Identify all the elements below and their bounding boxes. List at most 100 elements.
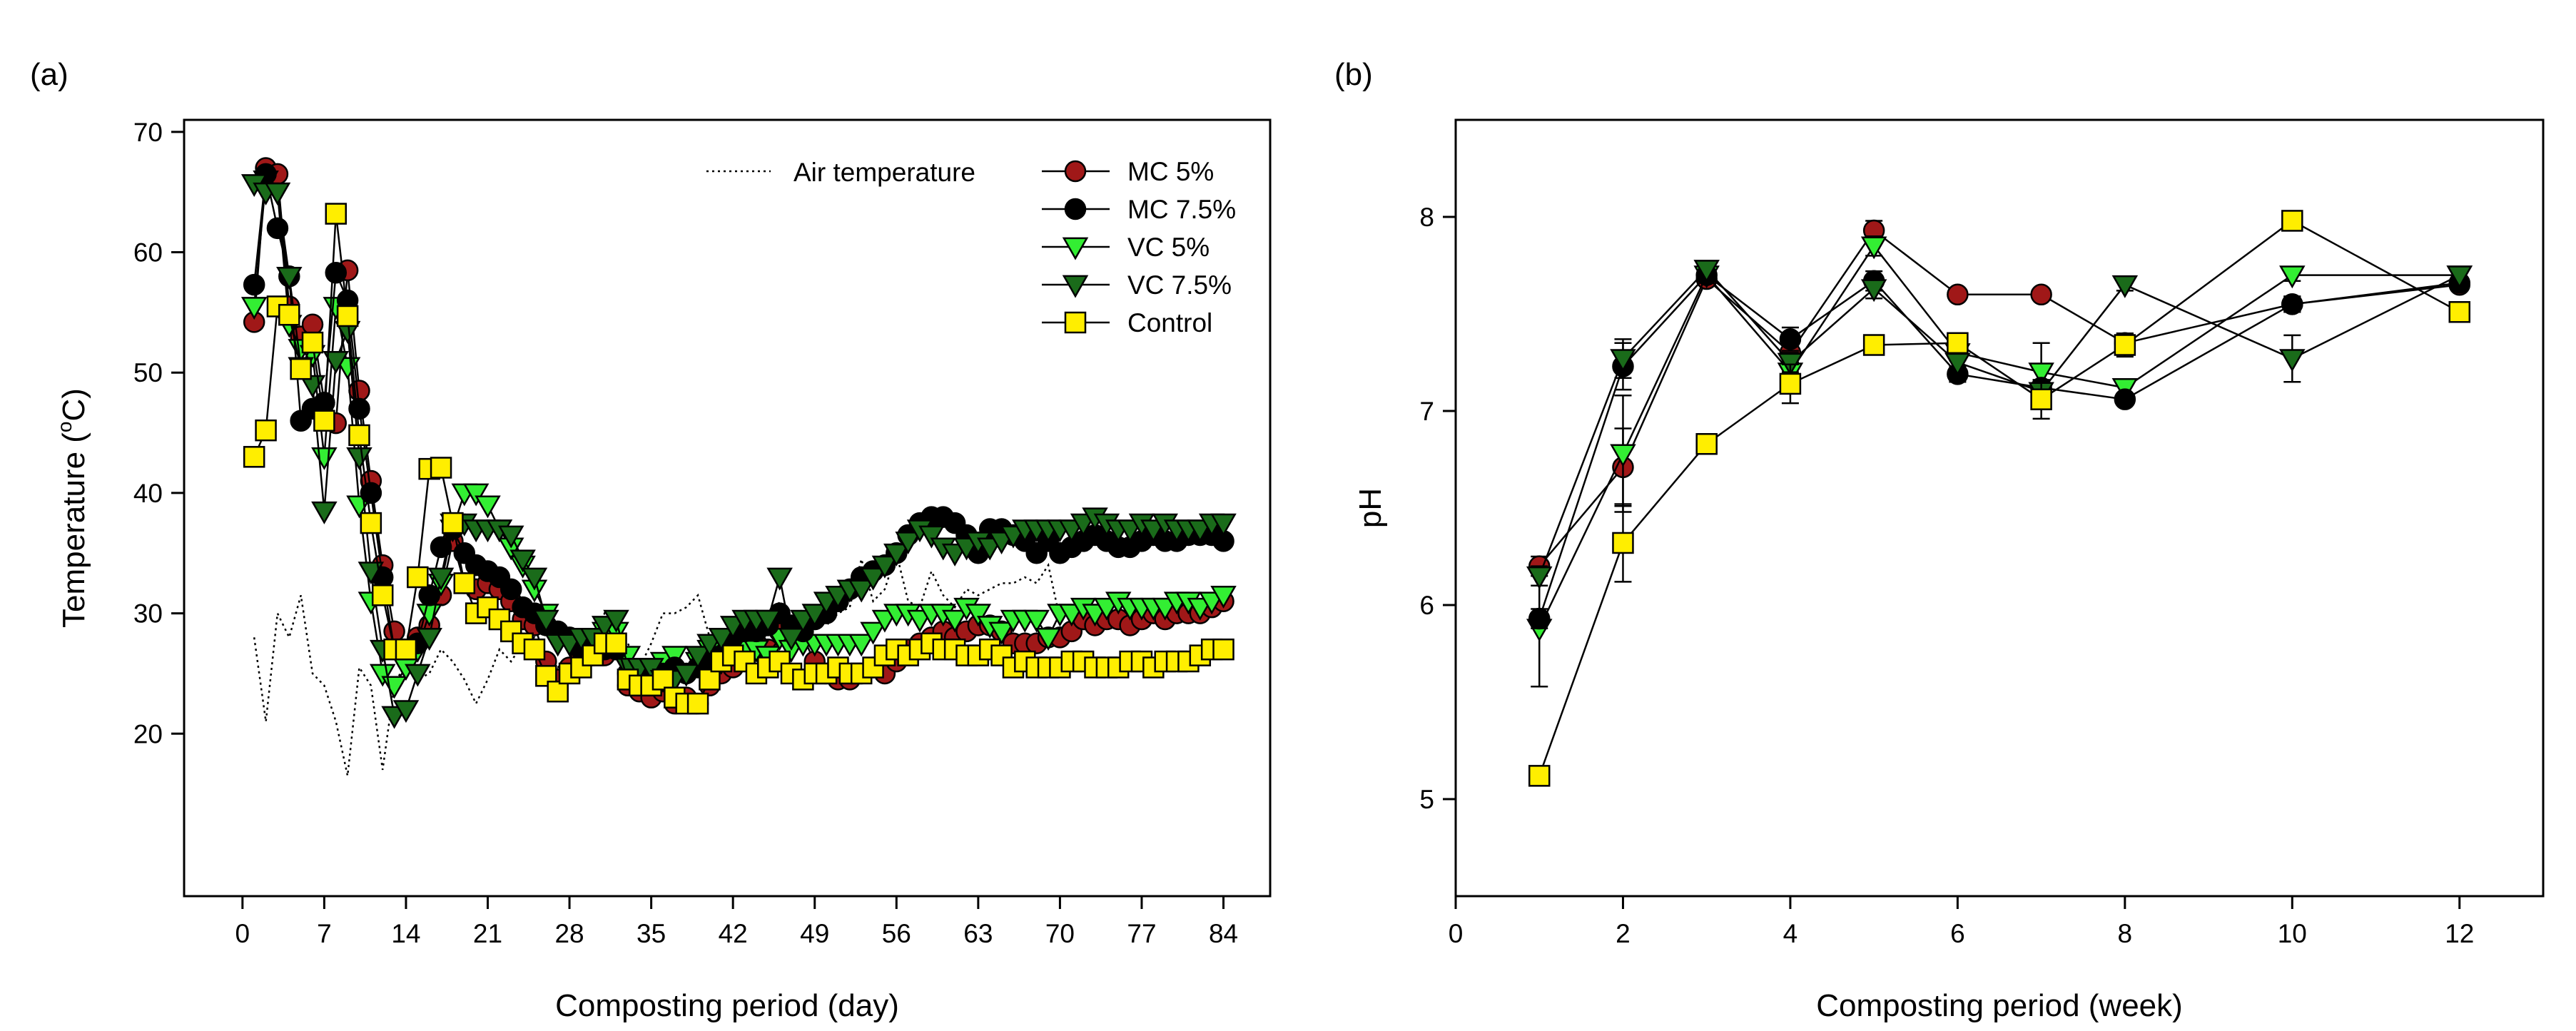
data-point-control xyxy=(2030,388,2052,410)
y-tick-label: 8 xyxy=(1419,203,1434,232)
data-point-vc75 xyxy=(358,562,385,585)
data-point-control xyxy=(651,669,674,691)
x-tick-label: 35 xyxy=(637,919,666,948)
data-point-control xyxy=(2114,334,2136,356)
data-point-vc5 xyxy=(369,664,396,687)
data-point-vc75 xyxy=(311,501,338,524)
data-point-control xyxy=(255,419,277,442)
data-point-mc5 xyxy=(2030,283,2052,306)
data-point-control xyxy=(477,596,499,619)
y-tick-label: 40 xyxy=(133,479,163,508)
data-point-control xyxy=(686,692,709,715)
data-point-control xyxy=(290,357,312,380)
data-point-control xyxy=(1612,532,1634,554)
series-control xyxy=(1528,210,2471,787)
data-point-control xyxy=(699,669,721,691)
data-point-vc75 xyxy=(427,567,455,591)
data-point-vc75 xyxy=(264,182,291,205)
x-tick-label: 10 xyxy=(2278,919,2307,948)
panel-b-label: (b) xyxy=(1334,57,1373,92)
series-line-control xyxy=(1538,219,2460,776)
series-air xyxy=(253,549,1061,776)
data-point-vc5 xyxy=(988,621,1015,645)
panel-b-plot-frame xyxy=(1454,118,2545,898)
panel-a-legend: Air temperature MC 5% MC 7.5% VC 5% VC 7.5% C… xyxy=(706,157,1236,337)
data-point-vc75 xyxy=(405,664,431,687)
x-tick-label: 84 xyxy=(1209,919,1238,948)
data-point-vc5 xyxy=(240,297,268,320)
panel-a: (a) 0 7 14 21 28 35 42 49 56 63 70 77 84 20 30 40 50 60 70… xyxy=(30,57,1272,1023)
x-tick-label: 2 xyxy=(1616,919,1631,948)
data-point-mc75 xyxy=(348,397,370,420)
legend-label-vc5: VC 5% xyxy=(1127,233,1210,262)
x-tick-label: 56 xyxy=(882,919,911,948)
panel-a-x-axis-title: Composting period (day) xyxy=(555,988,899,1023)
data-point-control xyxy=(395,638,417,661)
data-point-mc5 xyxy=(301,313,324,336)
data-point-vc5 xyxy=(965,604,992,627)
data-point-control xyxy=(1695,432,1718,455)
data-point-control xyxy=(278,304,300,326)
data-point-control xyxy=(371,584,394,606)
data-point-control xyxy=(547,680,569,703)
x-tick-label: 77 xyxy=(1127,919,1156,948)
series-mc75 xyxy=(1528,264,2471,630)
legend-label-control: Control xyxy=(1127,308,1212,337)
data-point-mc75 xyxy=(266,217,289,240)
x-tick-label: 4 xyxy=(1783,919,1798,948)
panel-b-y-axis-title: pH xyxy=(1353,488,1388,528)
data-point-vc5 xyxy=(1860,236,1887,260)
data-point-vc75 xyxy=(509,549,536,573)
data-point-vc5 xyxy=(311,447,338,470)
data-point-vc75 xyxy=(684,646,711,669)
data-point-vc5 xyxy=(381,676,407,699)
y-tick-label: 5 xyxy=(1419,785,1434,814)
data-point-mc75 xyxy=(325,261,348,284)
x-tick-label: 21 xyxy=(473,919,502,948)
data-point-control xyxy=(301,331,324,354)
x-tick-label: 8 xyxy=(2118,919,2133,948)
y-tick-label: 30 xyxy=(133,599,163,629)
data-point-vc75 xyxy=(895,532,921,555)
y-tick-label: 70 xyxy=(133,118,163,147)
data-point-vc5 xyxy=(1610,444,1636,467)
data-point-vc75 xyxy=(766,567,793,591)
series-control xyxy=(243,203,1234,715)
data-point-mc75 xyxy=(418,584,440,606)
data-point-vc75 xyxy=(871,555,898,579)
x-tick-label: 42 xyxy=(719,919,748,948)
panel-b: (b) 0 2 4 6 8 10 12 5 6 7 8 Composting period (wee… xyxy=(1334,57,2545,1023)
data-point-vc5 xyxy=(941,609,968,633)
data-point-control xyxy=(1779,372,1802,395)
data-point-mc75 xyxy=(1528,607,1551,630)
series-vc75 xyxy=(1526,260,2473,589)
data-point-mc75 xyxy=(500,578,522,601)
legend-label-air: Air temperature xyxy=(793,158,975,187)
data-point-mc5 xyxy=(1947,283,1969,306)
x-tick-label: 0 xyxy=(235,919,250,948)
panel-a-axes: 0 7 14 21 28 35 42 49 56 63 70 77 84 20 30 40 50 60 70 xyxy=(133,118,1238,948)
data-point-control xyxy=(721,644,744,666)
data-point-vc75 xyxy=(1693,260,1720,283)
y-tick-label: 60 xyxy=(133,238,163,268)
y-title-main: Temperature ( xyxy=(56,432,91,628)
panel-b-axes: 0 2 4 6 8 10 12 5 6 7 8 xyxy=(1419,203,2474,948)
panel-a-y-axis-title: Temperature (oC) xyxy=(54,388,91,628)
panel-b-series xyxy=(1526,210,2473,787)
series-vc75 xyxy=(240,174,1237,729)
data-point-vc75 xyxy=(883,543,910,567)
legend-marker-control xyxy=(1064,311,1087,334)
x-tick-label: 12 xyxy=(2445,919,2474,948)
data-point-vc75 xyxy=(533,609,559,633)
data-point-vc75 xyxy=(848,579,875,603)
y-tick-label: 20 xyxy=(133,719,163,748)
data-point-control xyxy=(2281,210,2303,232)
data-point-vc75 xyxy=(778,628,805,651)
x-tick-label: 6 xyxy=(1950,919,1965,948)
data-point-control xyxy=(1528,765,1551,787)
data-point-vc5 xyxy=(2279,265,2306,289)
legend-marker-mc75 xyxy=(1064,198,1087,220)
data-point-vc75 xyxy=(497,525,524,549)
y-title-degree: o xyxy=(54,421,76,432)
data-point-vc75 xyxy=(392,700,420,723)
